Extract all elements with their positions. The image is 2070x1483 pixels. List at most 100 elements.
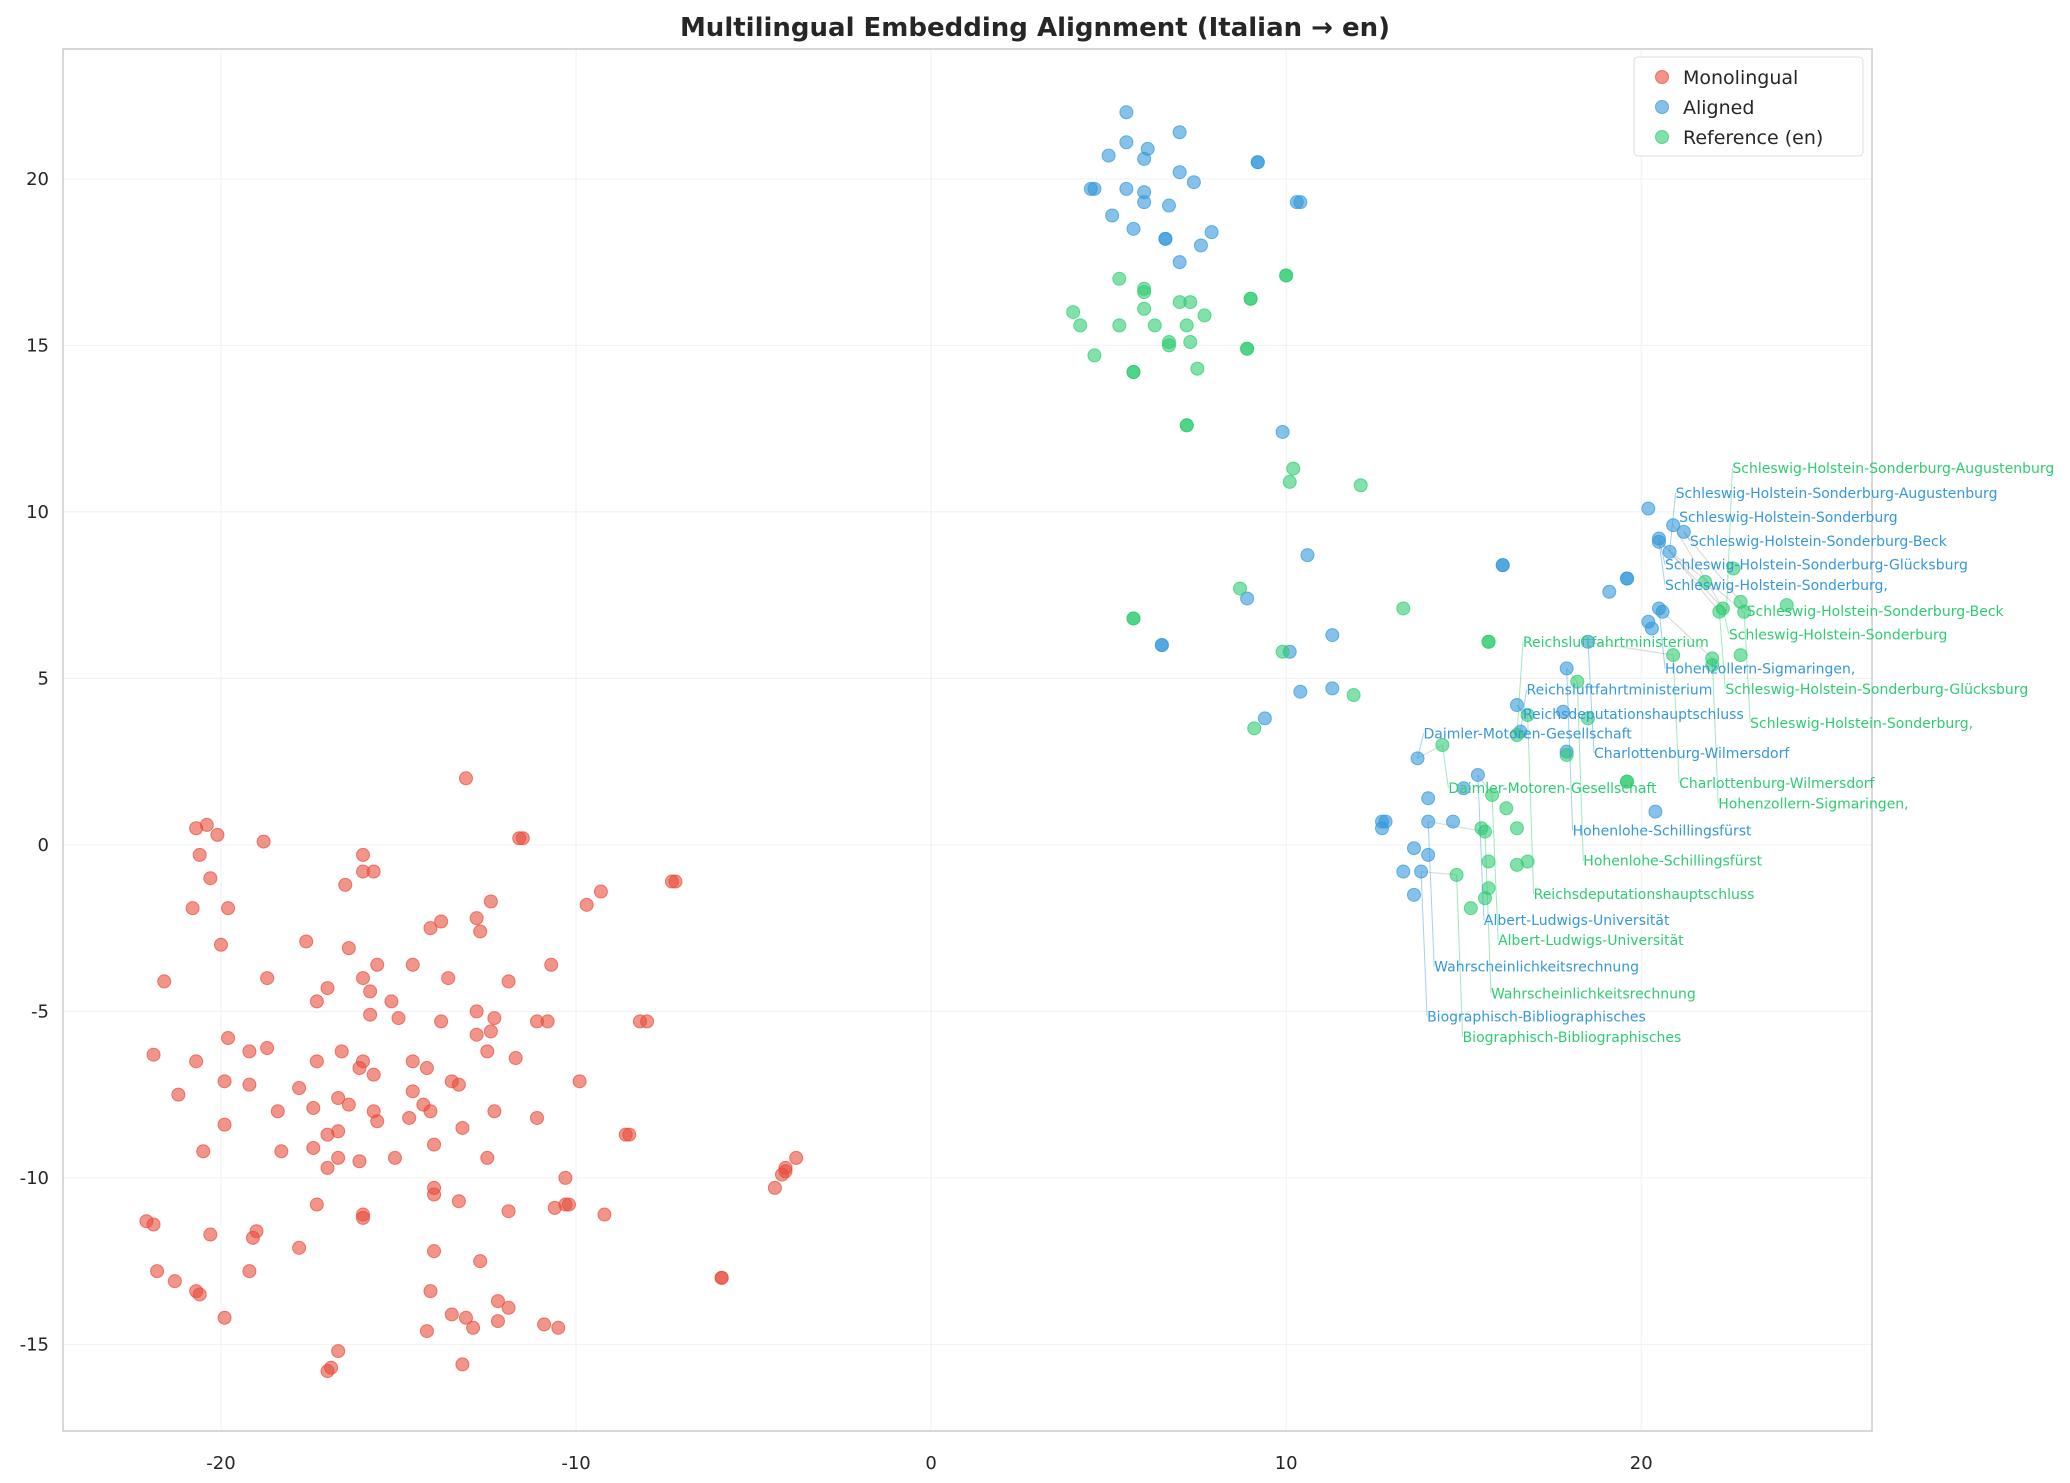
point-monolingual xyxy=(572,1074,587,1089)
point-monolingual xyxy=(331,1344,346,1359)
point-monolingual xyxy=(189,1054,204,1069)
point-monolingual xyxy=(458,771,473,786)
point-monolingual xyxy=(434,1014,449,1029)
point-reference-en xyxy=(1240,341,1255,356)
reference-label: Daimler-Motoren-Gesellschaft xyxy=(1448,781,1657,797)
point-monolingual xyxy=(444,1307,459,1322)
point-aligned xyxy=(1137,151,1152,166)
point-monolingual xyxy=(469,911,484,926)
label-leader-line xyxy=(1672,655,1680,784)
point-aligned xyxy=(1470,767,1485,782)
reference-label: Schleswig-Holstein-Sonderburg xyxy=(1729,627,1947,643)
label-leader-line xyxy=(1740,601,1748,612)
aligned-label: Schleswig-Holstein-Sonderburg-Augustenbu… xyxy=(1676,486,1998,502)
point-monolingual xyxy=(451,1077,466,1092)
point-monolingual xyxy=(561,1197,576,1212)
point-reference-en xyxy=(1509,728,1524,743)
label-leader-line xyxy=(1658,538,1666,565)
aligned-label: Daimler-Motoren-Gesellschaft xyxy=(1424,726,1633,742)
point-reference-en xyxy=(1346,688,1361,703)
label-leader-line xyxy=(1527,715,1535,895)
point-monolingual xyxy=(490,1294,505,1309)
point-monolingual xyxy=(338,877,353,892)
point-aligned xyxy=(1406,887,1421,902)
label-leader-line xyxy=(1427,821,1435,967)
point-monolingual xyxy=(501,1204,516,1219)
reference-label: Reichsluftfahrtministerium xyxy=(1523,635,1709,651)
point-monolingual xyxy=(622,1127,637,1142)
point-monolingual xyxy=(529,1110,544,1125)
label-leader-line xyxy=(1658,608,1666,669)
point-aligned xyxy=(1293,684,1308,699)
point-monolingual xyxy=(341,1097,356,1112)
point-monolingual xyxy=(309,1054,324,1069)
point-reference-en xyxy=(1580,711,1595,726)
point-reference-en xyxy=(1485,787,1500,802)
reference-label: Hohenzollern-Sigmaringen, xyxy=(1718,796,1908,812)
legend: Monolingual Aligned Reference (en) xyxy=(1633,56,1864,157)
point-monolingual xyxy=(203,1227,218,1242)
point-aligned xyxy=(1172,255,1187,270)
label-leader-line xyxy=(1669,492,1677,552)
aligned-label: Wahrscheinlichkeitsrechnung xyxy=(1434,960,1639,976)
y-tick-label: 20 xyxy=(26,169,49,190)
point-monolingual xyxy=(260,1041,275,1056)
point-aligned xyxy=(1119,181,1134,196)
point-monolingual xyxy=(593,884,608,899)
label-leader-line xyxy=(1491,794,1499,940)
point-monolingual xyxy=(664,874,679,889)
x-tick-label: 0 xyxy=(925,1453,936,1474)
reference-label: Schleswig-Holstein-Sonderburg-Augustenbu… xyxy=(1732,461,2054,477)
point-aligned xyxy=(1396,864,1411,879)
point-monolingual xyxy=(221,901,236,916)
legend-marker xyxy=(1655,100,1669,114)
point-aligned xyxy=(1119,135,1134,150)
alignment-line xyxy=(1669,551,1727,613)
point-monolingual xyxy=(320,1160,335,1175)
point-aligned xyxy=(1154,638,1169,653)
point-monolingual xyxy=(483,1024,498,1039)
x-tick-label: -20 xyxy=(206,1453,235,1474)
point-aligned xyxy=(1275,424,1290,439)
point-aligned xyxy=(1172,125,1187,140)
point-aligned xyxy=(1300,548,1315,563)
reference-label: Charlottenburg-Wilmersdorf xyxy=(1679,776,1875,792)
label-leader-line xyxy=(1725,467,1733,612)
label-leader-line xyxy=(1484,831,1492,994)
point-monolingual xyxy=(185,901,200,916)
x-axis: -20 -10 0 10 20 xyxy=(206,1453,1652,1474)
point-monolingual xyxy=(419,1061,434,1076)
point-aligned xyxy=(1456,781,1471,796)
point-aligned xyxy=(1172,165,1187,180)
point-monolingual xyxy=(245,1230,260,1245)
point-aligned xyxy=(1158,231,1173,246)
point-aligned xyxy=(1250,155,1265,170)
reference-label: Hohenlohe-Schillingsfürst xyxy=(1583,854,1762,870)
legend-label: Aligned xyxy=(1683,97,1754,119)
label-leader-line xyxy=(1441,744,1449,789)
point-monolingual xyxy=(199,817,214,832)
point-reference-en xyxy=(1520,708,1535,723)
point-monolingual xyxy=(366,1067,381,1082)
label-leader-line xyxy=(1456,874,1464,1037)
alignment-line xyxy=(1683,531,1742,603)
point-reference-en xyxy=(1087,348,1102,363)
point-monolingual xyxy=(306,1100,321,1115)
y-axis: -15 -10 -5 0 5 10 15 20 xyxy=(20,169,49,1356)
point-monolingual xyxy=(547,1200,562,1215)
point-monolingual xyxy=(774,1167,789,1182)
label-leader-line xyxy=(1417,733,1425,759)
point-aligned xyxy=(1186,175,1201,190)
point-monolingual xyxy=(480,1150,495,1165)
legend-label: Monolingual xyxy=(1683,67,1798,89)
aligned-label: Biographisch-Bibliographisches xyxy=(1427,1010,1646,1026)
point-monolingual xyxy=(256,834,271,849)
point-monolingual xyxy=(150,1264,165,1279)
aligned-label: Charlottenburg-Wilmersdorf xyxy=(1594,746,1790,762)
point-monolingual xyxy=(331,1150,346,1165)
point-monolingual xyxy=(455,1120,470,1135)
point-monolingual xyxy=(324,1360,339,1375)
point-monolingual xyxy=(387,1150,402,1165)
point-monolingual xyxy=(469,1004,484,1019)
point-reference-en xyxy=(1779,598,1794,613)
